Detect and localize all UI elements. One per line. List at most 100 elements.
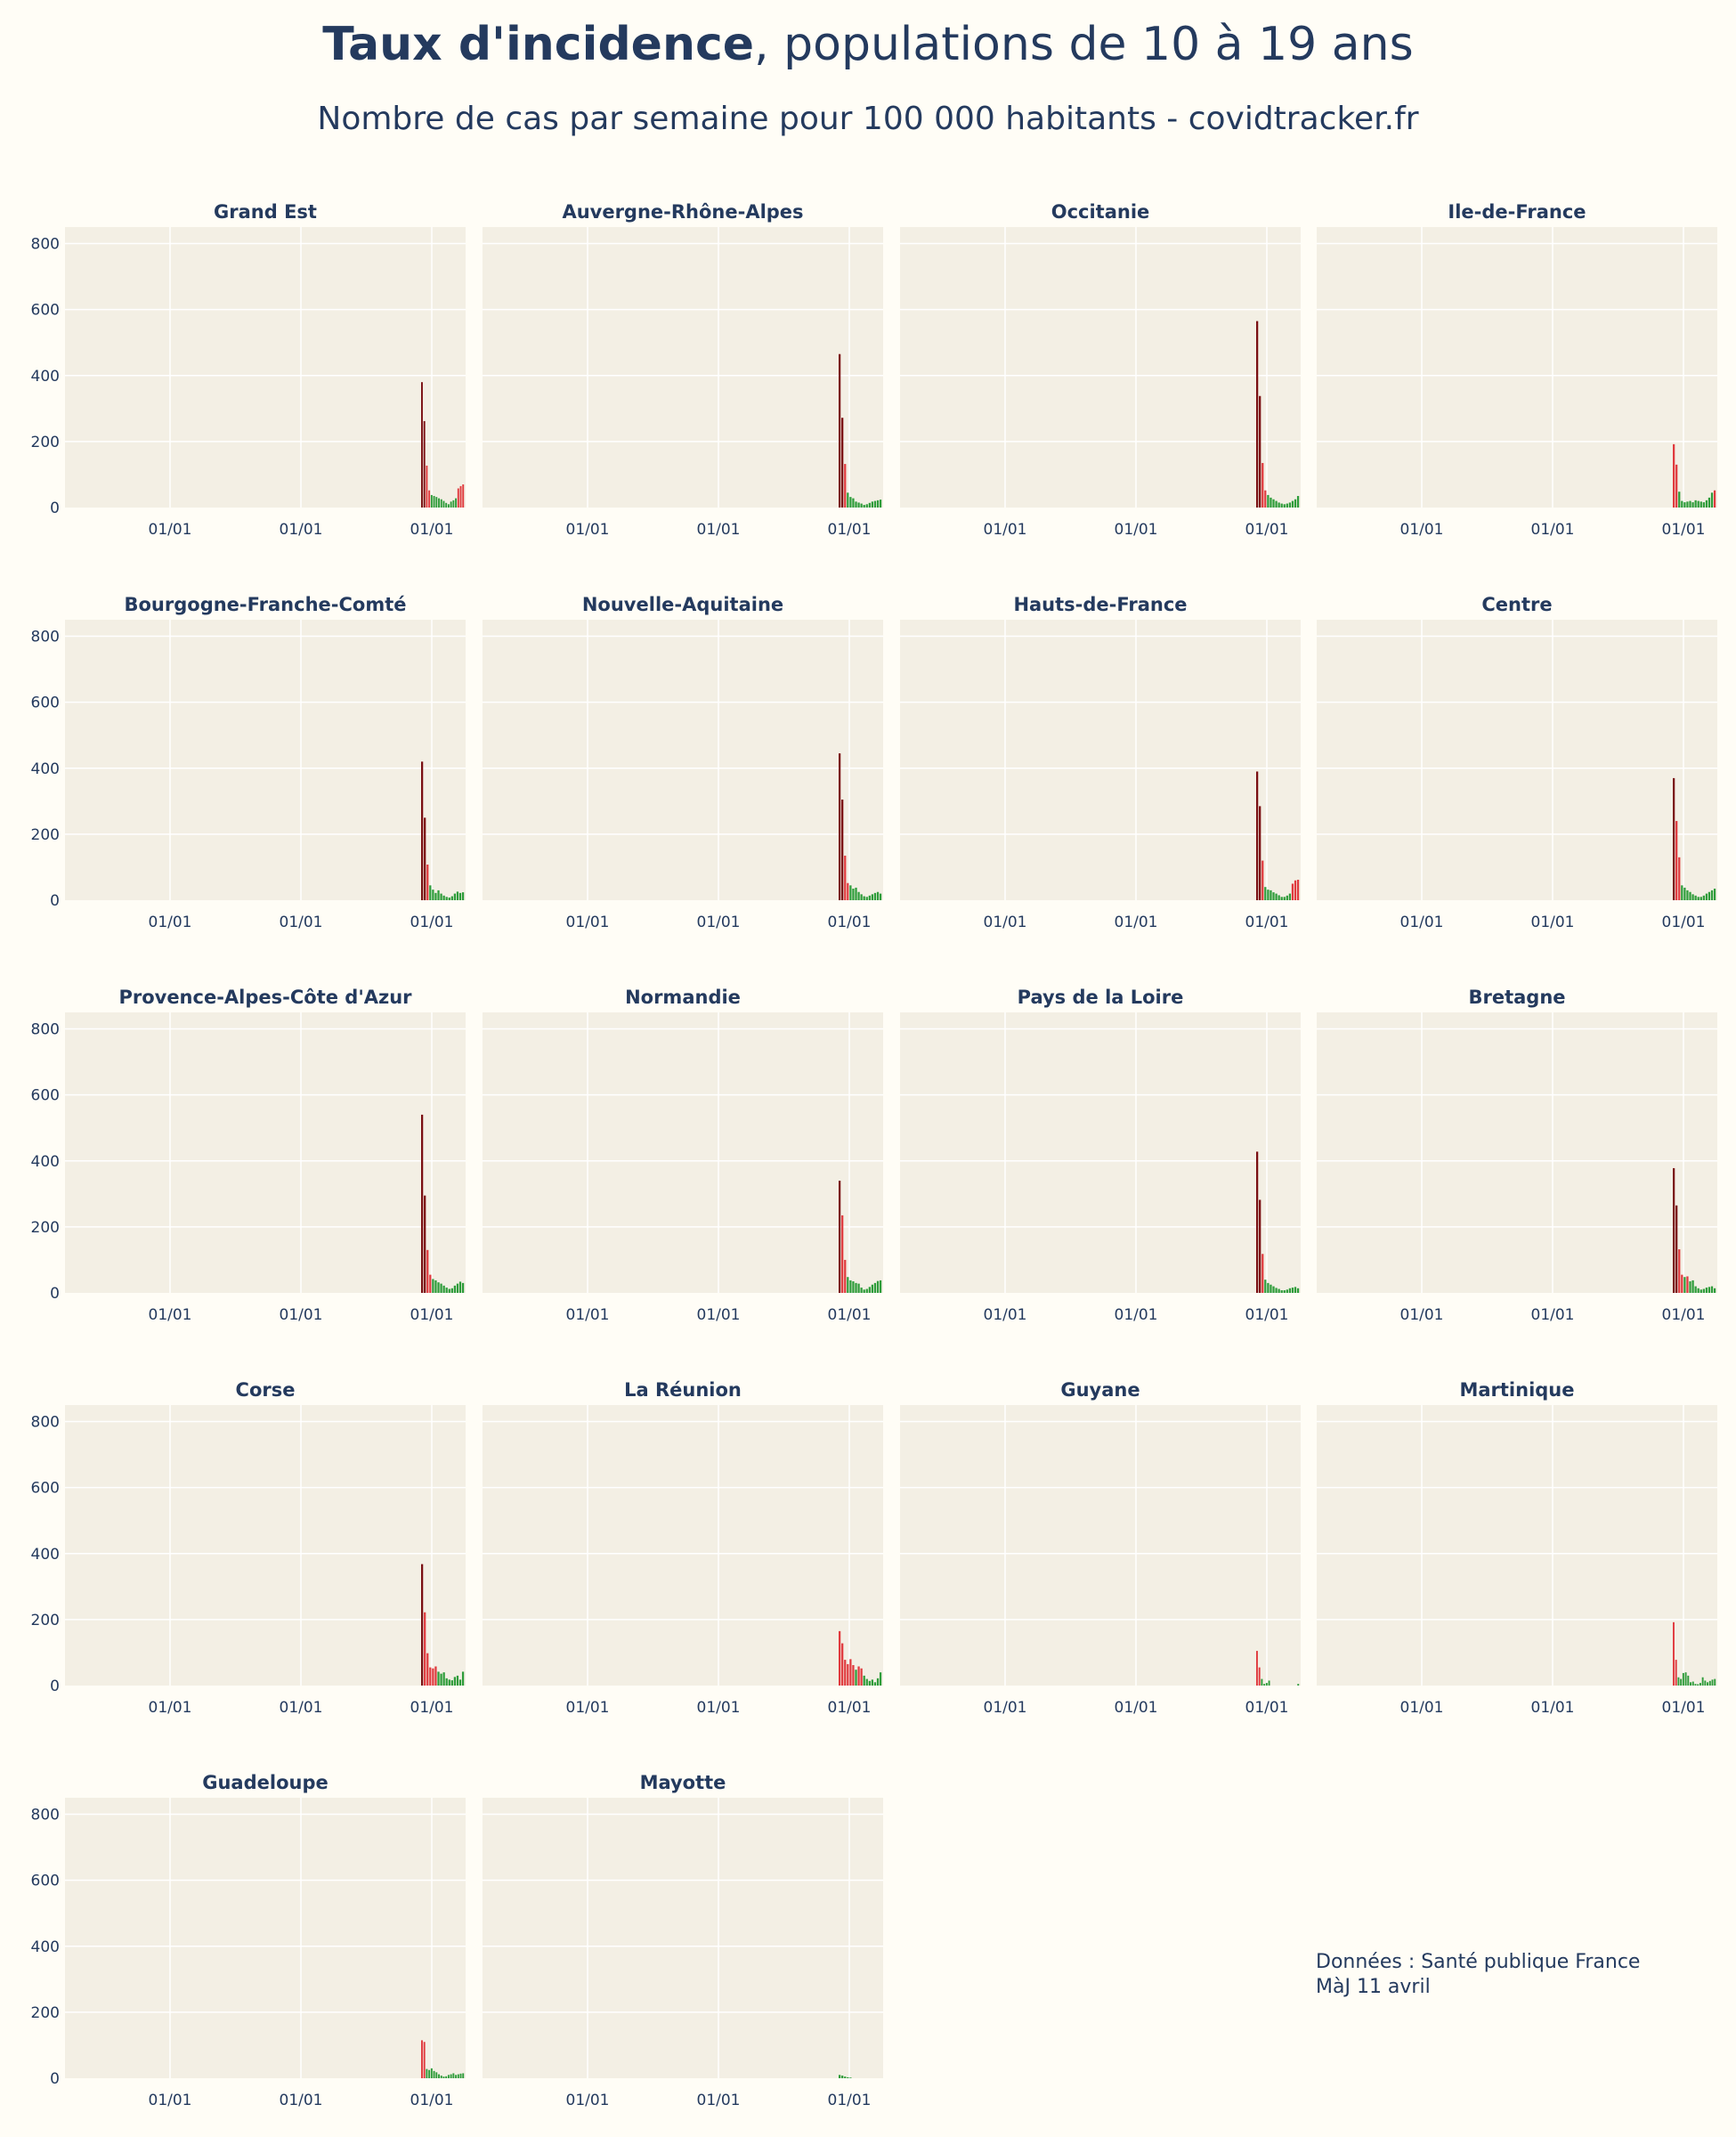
bar — [450, 501, 452, 508]
bar — [1278, 1288, 1280, 1293]
x-tick-label: 01/01 — [410, 1699, 454, 1717]
bar — [450, 1288, 453, 1293]
bar — [424, 1612, 426, 1686]
plot-area — [900, 1012, 1301, 1293]
x-tick-label: 01/01 — [280, 521, 323, 539]
bar — [847, 882, 849, 900]
bar — [1683, 502, 1686, 508]
bar — [857, 1666, 860, 1686]
y-tick-label: 600 — [31, 695, 60, 712]
bar — [458, 1281, 462, 1293]
bar — [1673, 1167, 1675, 1293]
bar — [860, 1288, 863, 1293]
x-tick-label: 01/01 — [149, 521, 192, 539]
y-tick-label: 600 — [31, 1480, 60, 1498]
bar — [1702, 502, 1705, 508]
x-tick-label: 01/01 — [566, 1699, 610, 1717]
x-tick-label: 01/01 — [984, 1699, 1027, 1717]
y-tick-label: 400 — [31, 368, 60, 386]
bar — [1713, 1288, 1716, 1293]
x-tick-label: 01/01 — [149, 914, 192, 931]
bar — [865, 1288, 868, 1293]
bar — [1280, 503, 1283, 508]
bar — [440, 2076, 442, 2078]
bar — [1267, 1282, 1270, 1293]
y-tick-label: 800 — [31, 236, 60, 254]
bar — [1288, 1288, 1292, 1293]
bar — [458, 892, 462, 900]
bar — [839, 1181, 841, 1293]
bar — [1689, 1281, 1691, 1293]
bar — [1267, 890, 1270, 900]
x-tick-label: 01/01 — [566, 2092, 610, 2109]
subplot-title: Bretagne — [1468, 987, 1565, 1008]
bar — [855, 1282, 857, 1293]
bar — [1694, 1286, 1697, 1293]
bar — [1261, 860, 1264, 900]
bar — [876, 1280, 880, 1293]
bar — [1275, 893, 1278, 900]
bar — [445, 1288, 448, 1293]
x-tick-label: 01/01 — [280, 1306, 323, 1324]
bar — [456, 1675, 459, 1686]
y-tick-label: 0 — [50, 500, 60, 517]
bar — [1286, 895, 1288, 900]
x-tick-label: 01/01 — [1245, 914, 1289, 931]
bar — [1294, 1287, 1297, 1293]
bar — [440, 499, 442, 508]
bar — [1678, 857, 1681, 900]
bar — [844, 1660, 847, 1686]
bar — [1259, 395, 1261, 508]
bar — [1275, 500, 1278, 508]
bar — [1683, 1277, 1686, 1293]
x-tick-label: 01/01 — [984, 521, 1027, 539]
x-tick-label: 01/01 — [1662, 1699, 1706, 1717]
bar — [1710, 890, 1714, 900]
x-tick-label: 01/01 — [1662, 521, 1706, 539]
bar — [1272, 499, 1275, 508]
bar — [456, 1283, 459, 1293]
bar — [1675, 821, 1678, 900]
x-tick-label: 01/01 — [280, 914, 323, 931]
bar — [1691, 502, 1694, 508]
plot-area — [65, 1798, 466, 2078]
bar — [1288, 502, 1292, 508]
bar — [857, 1283, 860, 1293]
subplot-title: Centre — [1481, 594, 1552, 615]
bar — [438, 2074, 440, 2078]
bar — [455, 2075, 458, 2078]
bar — [1294, 880, 1297, 900]
bar — [1283, 897, 1286, 900]
bar — [445, 1678, 448, 1686]
bar — [462, 2073, 465, 2078]
bar — [456, 891, 459, 900]
bar — [1270, 497, 1272, 508]
bar — [879, 500, 882, 508]
bar — [432, 890, 434, 900]
bar — [1694, 895, 1697, 900]
bar — [452, 2073, 455, 2078]
x-tick-label: 01/01 — [828, 1306, 872, 1324]
bar — [1681, 500, 1683, 508]
subplot-title: Guyane — [1060, 1379, 1140, 1401]
plot-area — [65, 227, 466, 508]
plot-area — [483, 1405, 883, 1686]
x-tick-label: 01/01 — [1531, 1306, 1575, 1324]
bar — [448, 898, 450, 900]
bar — [428, 490, 431, 508]
x-tick-label: 01/01 — [697, 1699, 741, 1717]
x-tick-label: 01/01 — [1662, 1306, 1706, 1324]
bar — [839, 353, 841, 508]
bar — [841, 2076, 844, 2078]
bar — [1682, 1672, 1684, 1686]
bar — [1699, 1289, 1702, 1293]
x-tick-label: 01/01 — [697, 914, 741, 931]
plot-area — [900, 1405, 1301, 1686]
bar — [865, 504, 868, 508]
bar — [421, 1114, 424, 1293]
bar — [445, 502, 448, 508]
bar — [1691, 1280, 1694, 1293]
y-tick-label: 200 — [31, 434, 60, 451]
bar — [1689, 891, 1691, 900]
